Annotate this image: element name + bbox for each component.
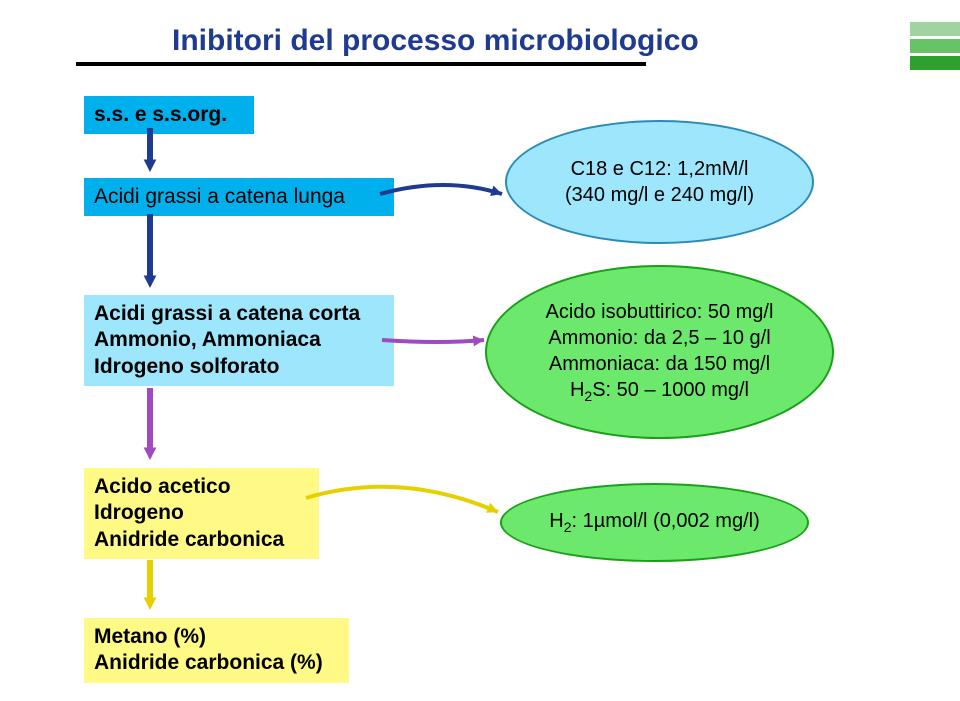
arrows-layer: [0, 0, 960, 701]
